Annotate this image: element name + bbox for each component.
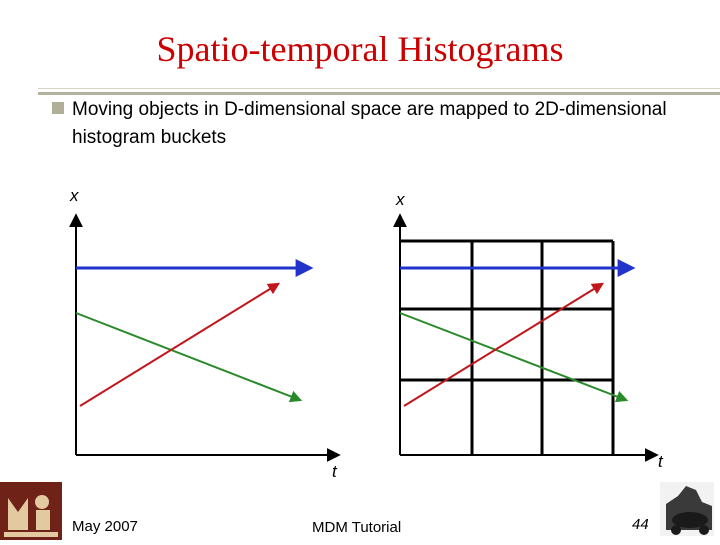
bullet-text: Moving objects in D-dimensional space ar… bbox=[72, 99, 667, 148]
footer-date: May 2007 bbox=[72, 518, 138, 535]
page-number: 44 bbox=[632, 516, 649, 533]
university-logo-left bbox=[0, 482, 62, 540]
right-red-trajectory bbox=[403, 282, 605, 407]
right-y-axis-label: x bbox=[396, 190, 405, 209]
right-x-axis-label: t bbox=[658, 452, 663, 471]
bullet-square-icon bbox=[52, 102, 64, 114]
histogram-grid bbox=[400, 239, 615, 455]
slide-title: Spatio-temporal Histograms bbox=[156, 29, 564, 69]
title-divider-thin bbox=[38, 88, 720, 89]
title-divider bbox=[38, 92, 720, 95]
right-plot bbox=[393, 213, 659, 462]
right-green-trajectory bbox=[399, 312, 629, 403]
footer-center: MDM Tutorial bbox=[312, 519, 402, 536]
left-y-axis-label: x bbox=[70, 186, 79, 205]
left-red-trajectory bbox=[79, 282, 281, 407]
university-logo-right bbox=[656, 474, 720, 540]
left-green-trajectory bbox=[75, 312, 303, 403]
left-plot bbox=[69, 213, 341, 462]
left-x-axis-label: t bbox=[332, 462, 337, 481]
